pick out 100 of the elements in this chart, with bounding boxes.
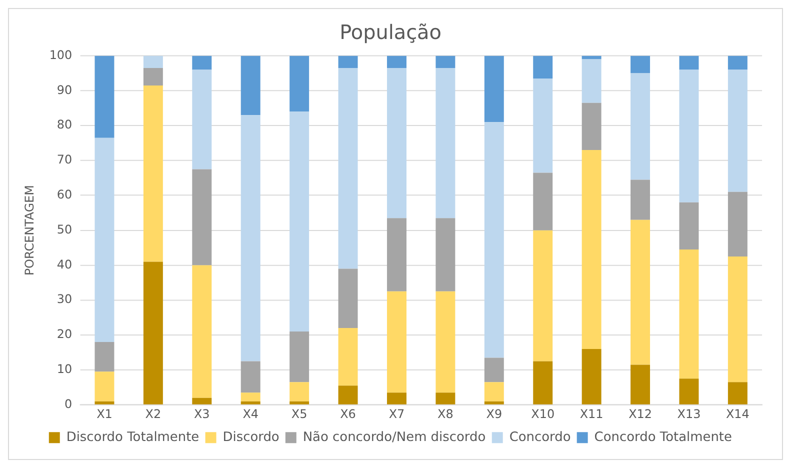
x-tick-label: X3 — [194, 407, 210, 422]
bar — [533, 361, 553, 404]
bar — [630, 364, 650, 404]
bar — [484, 382, 504, 402]
bar — [290, 401, 310, 404]
x-tick-label: X8 — [438, 407, 454, 422]
x-tick-label: X13 — [677, 407, 701, 422]
bar — [728, 56, 748, 70]
x-tick-label: X12 — [628, 407, 652, 422]
bar — [386, 56, 406, 68]
y-tick-label: 30 — [56, 292, 72, 306]
bar — [192, 56, 212, 70]
bar — [582, 102, 602, 150]
bar — [143, 85, 163, 262]
bar — [582, 348, 602, 404]
y-tick-label: 50 — [56, 222, 72, 236]
bar — [679, 250, 699, 379]
y-tick-label: 70 — [56, 152, 72, 167]
y-tick-label: 90 — [56, 82, 72, 97]
y-tick-label: 40 — [56, 257, 72, 272]
bar — [728, 256, 748, 382]
legend-label: Concordo Totalmente — [594, 430, 732, 445]
bar — [94, 56, 114, 138]
x-tick-label: X4 — [242, 407, 258, 422]
legend-label: Não concordo/Nem discordo — [302, 430, 486, 445]
bar — [386, 392, 406, 404]
legend-label: Discordo Totalmente — [66, 430, 200, 445]
x-tick-label: X9 — [486, 407, 502, 422]
bar — [582, 59, 602, 103]
bar — [728, 192, 748, 256]
chart-title: População — [340, 21, 442, 44]
bar — [240, 392, 260, 402]
bar — [630, 56, 650, 74]
bar — [728, 70, 748, 192]
bar — [630, 220, 650, 365]
bar — [679, 56, 699, 70]
bar — [728, 382, 748, 404]
bar — [143, 68, 163, 86]
bar — [290, 112, 310, 332]
x-tick-label: X6 — [340, 407, 356, 422]
bar — [582, 56, 602, 60]
y-tick-label: 100 — [49, 48, 72, 62]
bar — [240, 361, 260, 393]
bar — [533, 56, 553, 78]
bar — [484, 122, 504, 358]
y-tick-label: 20 — [56, 327, 72, 342]
bar — [192, 169, 212, 266]
bar — [290, 56, 310, 112]
bar — [94, 342, 114, 372]
x-tick-label: X1 — [96, 407, 112, 422]
y-axis-title: PORCENTAGEM — [22, 185, 36, 276]
bar — [338, 268, 358, 328]
y-tick-label: 0 — [64, 396, 72, 411]
bar — [533, 172, 553, 230]
bar — [386, 291, 406, 393]
bar — [386, 218, 406, 292]
bar — [386, 68, 406, 218]
x-tick-label: X2 — [145, 407, 162, 422]
bar — [338, 386, 358, 404]
bar — [94, 138, 114, 342]
bar — [192, 398, 212, 404]
bar — [436, 218, 456, 292]
bar — [143, 262, 163, 404]
legend-label: Concordo — [509, 430, 571, 445]
y-tick-label: 10 — [56, 362, 72, 376]
bar — [240, 401, 260, 404]
bar — [679, 378, 699, 404]
bar — [192, 70, 212, 170]
x-tick-label: X7 — [388, 407, 405, 422]
bar — [436, 68, 456, 218]
bar — [338, 68, 358, 269]
bar — [338, 56, 358, 68]
bar — [679, 202, 699, 250]
y-tick-label: 80 — [56, 118, 72, 132]
bar — [582, 150, 602, 349]
bar — [679, 70, 699, 202]
bar — [240, 56, 260, 116]
bar — [94, 401, 114, 404]
x-tick-label: X14 — [726, 407, 750, 422]
legend-label: Discordo — [222, 430, 280, 445]
x-tick-label: X5 — [291, 407, 308, 422]
bar — [192, 265, 212, 398]
bar — [484, 401, 504, 404]
x-tick-label: X10 — [531, 407, 555, 422]
x-tick-label: X11 — [580, 407, 604, 422]
bar — [290, 382, 310, 402]
bar — [94, 372, 114, 402]
bar — [484, 56, 504, 122]
bar — [436, 56, 456, 68]
bar — [143, 56, 163, 68]
bar — [240, 115, 260, 362]
bar — [338, 328, 358, 386]
bar — [533, 230, 553, 362]
bar — [533, 78, 553, 173]
bar — [436, 392, 456, 404]
bar — [436, 291, 456, 393]
bar — [630, 180, 650, 220]
bar — [290, 332, 310, 382]
bar — [630, 73, 650, 180]
y-tick-label: 60 — [56, 188, 72, 202]
